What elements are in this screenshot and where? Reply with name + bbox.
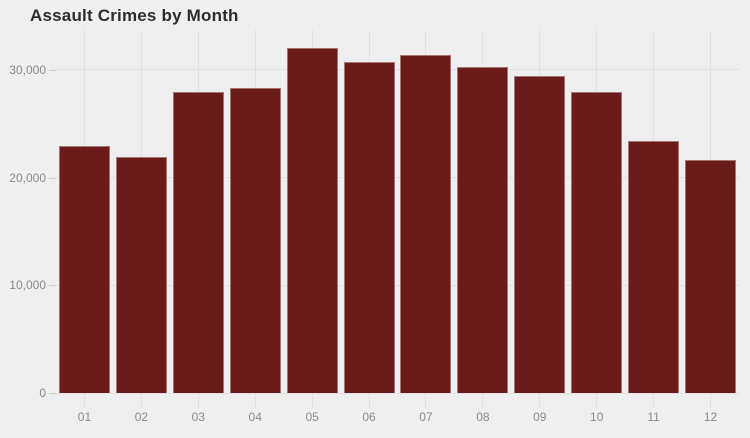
- bar-05: [286, 48, 338, 393]
- bar-03: [172, 92, 224, 393]
- bar-06: [343, 62, 395, 393]
- x-tick-label-01: 01: [77, 410, 92, 424]
- x-tick-label-06: 06: [362, 410, 376, 424]
- x-tick-label-04: 04: [248, 410, 262, 424]
- x-tick-label-11: 11: [647, 410, 660, 424]
- bar-01: [58, 146, 110, 393]
- bar-04: [229, 88, 281, 393]
- x-tick-label-07: 07: [419, 410, 433, 424]
- y-tick-label-20000: 20,000: [9, 170, 46, 185]
- y-tick-mark-20000: [49, 177, 56, 179]
- x-tick-label-02: 02: [134, 410, 149, 424]
- x-tick-label-03: 03: [191, 410, 205, 424]
- y-tick-mark-30000: [49, 69, 56, 71]
- bar-11: [628, 141, 680, 393]
- chart-title: Assault Crimes by Month: [30, 6, 239, 25]
- plot-area: 01 02 03 04 05 06 07 08 09 10 11 12: [56, 30, 739, 424]
- bar-07: [400, 55, 452, 393]
- y-tick-label-10000: 10,000: [9, 278, 46, 293]
- bar-09: [514, 76, 566, 393]
- bar-12: [685, 160, 737, 393]
- x-tick-label-08: 08: [476, 410, 490, 424]
- gridline-y-20000: [56, 177, 739, 179]
- y-tick-mark-0: [49, 393, 56, 394]
- bar-10: [571, 92, 623, 393]
- gridline-y-10000: [56, 284, 739, 286]
- x-tick-label-12: 12: [703, 410, 718, 424]
- y-tick-label-0: 0: [39, 386, 46, 400]
- gridline-y-0: [56, 392, 739, 394]
- y-tick-mark-10000: [49, 285, 56, 287]
- gridline-y-30000: [56, 69, 739, 71]
- bar-02: [115, 157, 167, 393]
- x-tick-label-09: 09: [533, 410, 547, 424]
- x-tick-label-05: 05: [305, 410, 319, 424]
- bar-08: [457, 67, 509, 393]
- y-tick-label-30000: 30,000: [9, 62, 46, 77]
- x-tick-label-10: 10: [590, 410, 604, 424]
